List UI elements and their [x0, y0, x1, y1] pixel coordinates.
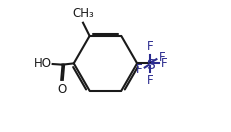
Text: F: F: [146, 74, 153, 87]
Text: F: F: [146, 40, 153, 53]
Text: F: F: [135, 63, 142, 76]
Text: F: F: [161, 57, 167, 70]
Text: S: S: [145, 58, 154, 72]
Text: CH₃: CH₃: [73, 7, 94, 20]
Text: HO: HO: [34, 57, 52, 70]
Text: O: O: [57, 83, 66, 96]
Text: F: F: [158, 51, 165, 64]
